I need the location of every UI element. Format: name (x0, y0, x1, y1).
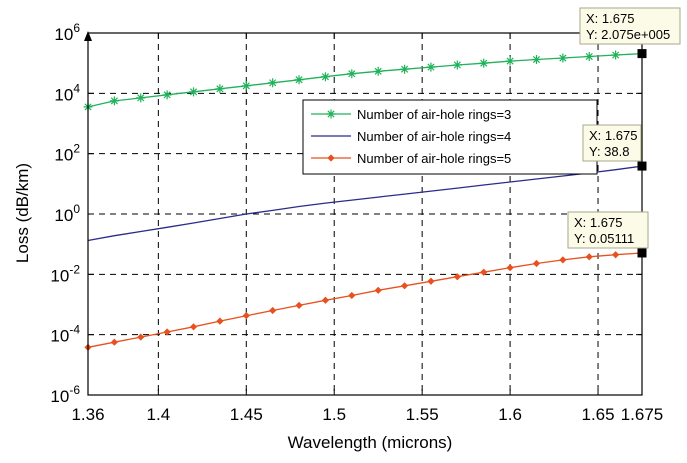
series-line (87, 165, 643, 242)
data-point (505, 56, 515, 66)
legend-label: Number of air-hole rings=3 (357, 107, 511, 122)
datatip-marker (637, 161, 647, 171)
data-point (216, 317, 224, 325)
data-point (242, 312, 250, 320)
series-3 (84, 249, 646, 351)
data-point (612, 251, 620, 259)
legend-label: Number of air-hole rings=5 (357, 151, 511, 166)
data-point (137, 333, 145, 341)
data-point (400, 64, 410, 74)
data-point (294, 75, 304, 85)
y-tick-label: 100 (54, 202, 80, 225)
x-tick-label: 1.4 (147, 405, 171, 424)
datatip-x: X: 1.675 (589, 128, 637, 143)
data-point (611, 50, 621, 60)
legend-marker (327, 154, 335, 162)
legend-item: Number of air-hole rings=5 (311, 151, 511, 166)
datatip-box (567, 211, 649, 249)
data-point (320, 72, 330, 82)
legend-item: Number of air-hole rings=4 (311, 129, 511, 144)
data-point (373, 66, 383, 76)
x-tick-label: 1.36 (71, 405, 104, 424)
legend-label: Number of air-hole rings=4 (357, 129, 511, 144)
grid-lines (88, 33, 642, 395)
data-point (532, 259, 541, 268)
data-point (480, 268, 488, 276)
data-point (321, 296, 330, 304)
y-tick-label: 10-2 (50, 262, 80, 285)
data-point (453, 273, 461, 281)
data-point (585, 253, 593, 261)
datatip-x: X: 1.675 (574, 215, 622, 230)
data-point (559, 256, 567, 264)
legend-marker (326, 109, 336, 119)
data-point (506, 264, 514, 272)
x-tick-label: 1.55 (406, 405, 439, 424)
data-point (268, 78, 278, 88)
legend-item: Number of air-hole rings=3 (311, 107, 511, 122)
datatip-box (582, 124, 642, 162)
data-point (109, 96, 119, 106)
legend: Number of air-hole rings=3 Number of air-… (302, 99, 598, 175)
y-tick-label: 106 (54, 21, 80, 44)
plot-frame (84, 31, 643, 396)
y-tick-label: 10-4 (50, 323, 80, 346)
data-point (215, 84, 225, 94)
datatip-y: Y: 38.8 (589, 144, 629, 159)
legend-box (302, 99, 598, 175)
x-tick-label: 1.675 (621, 405, 664, 424)
data-point (110, 338, 118, 346)
data-point (479, 58, 489, 68)
x-axis-label: Wavelength (microns) (288, 433, 453, 452)
data-point (452, 60, 462, 70)
x-tick-label: 1.65 (581, 405, 614, 424)
data-point (531, 55, 541, 65)
data-point (189, 87, 199, 97)
data-point (269, 306, 277, 315)
y-tick-label: 102 (54, 142, 80, 165)
x-tick-label: 1.5 (322, 405, 346, 424)
x-tick-label: 1.6 (498, 405, 522, 424)
y-tick-label: 10-6 (50, 383, 80, 406)
x-tick-label: 1.45 (230, 405, 263, 424)
data-point (241, 81, 251, 91)
datatip-x: X: 1.675 (586, 11, 634, 26)
data-point (347, 69, 357, 79)
data-point (348, 291, 356, 300)
data-point (189, 323, 198, 331)
series-2 (87, 165, 643, 242)
data-point (136, 93, 146, 103)
data-point (558, 53, 568, 63)
datatip-marker (637, 49, 647, 59)
series-line (87, 52, 643, 108)
datatip-marker (637, 248, 647, 258)
datatip-y: Y: 2.075e+005 (586, 27, 670, 42)
series-layer (83, 49, 647, 351)
y-tick-label: 104 (54, 81, 80, 104)
data-point (374, 286, 382, 294)
series-line (87, 252, 643, 348)
datatip-y: Y: 0.05111 (574, 231, 634, 246)
data-point (162, 90, 172, 100)
data-point (426, 62, 436, 72)
datatip-box (579, 7, 681, 45)
data-point (295, 301, 303, 310)
data-point (427, 277, 435, 285)
y-axis-label: Loss (dB/km) (13, 163, 32, 263)
data-point (400, 282, 409, 290)
axis-ticks: 10-6 10-4 10-2 100 102 104 106 1.36 1.4 1.45 1.5 1.… (50, 21, 663, 424)
data-point (584, 52, 594, 62)
data-point (163, 328, 171, 336)
